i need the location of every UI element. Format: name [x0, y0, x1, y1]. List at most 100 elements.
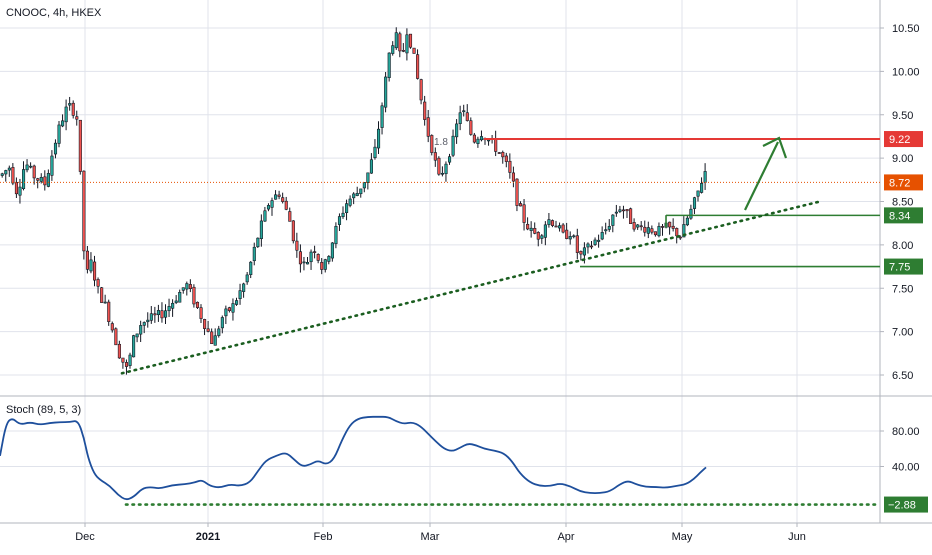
candle-142 [504, 152, 508, 168]
candle-78 [277, 190, 281, 200]
candle-97 [345, 199, 349, 221]
candle-body [536, 232, 540, 240]
candle-175 [621, 205, 626, 219]
candle-93 [330, 242, 334, 262]
candle-31 [110, 321, 114, 333]
candle-body [110, 323, 114, 331]
candle-67 [238, 283, 242, 305]
time-tick-label-0: Dec [75, 531, 95, 543]
candle-body [64, 106, 68, 123]
candle-body [643, 226, 647, 233]
candle-124 [440, 166, 445, 177]
candle-body [575, 235, 579, 253]
candle-body [43, 176, 47, 186]
candle-body [465, 112, 469, 121]
candle-46 [164, 304, 168, 325]
candle-65 [231, 298, 235, 321]
candle-body [124, 362, 129, 367]
candle-130 [462, 104, 466, 117]
candle-body [394, 32, 398, 49]
candle-171 [607, 219, 611, 232]
candle-36 [128, 352, 132, 369]
candle-121 [430, 134, 434, 156]
candle-body [416, 54, 420, 79]
candle-body [224, 308, 228, 317]
time-tick-label-4: Apr [557, 531, 574, 543]
candle-87 [309, 249, 313, 270]
candle-body [117, 343, 121, 359]
candle-body [614, 211, 618, 214]
candle-147 [522, 199, 526, 231]
candle-body [497, 152, 501, 154]
candle-66 [235, 297, 239, 306]
candle-body [671, 225, 675, 229]
candle-body [419, 79, 423, 101]
candle-86 [305, 256, 310, 265]
candle-103 [366, 172, 370, 190]
candle-body [18, 186, 22, 196]
candle-134 [476, 136, 480, 148]
candle-128 [455, 119, 459, 144]
price-badge-1: 8.72 [884, 174, 923, 191]
candle-body [334, 225, 338, 245]
candle-45 [160, 302, 164, 323]
candle-6 [21, 161, 26, 191]
candle-168 [597, 234, 601, 248]
candle-body [242, 283, 246, 292]
candle-57 [203, 318, 207, 336]
candle-body [586, 243, 590, 248]
price-tick-label-0: 10.50 [892, 23, 920, 35]
candle-37 [132, 334, 136, 358]
candle-body [565, 229, 569, 239]
candle-139 [494, 130, 498, 157]
candle-5 [18, 178, 22, 204]
candle-body [408, 33, 413, 48]
candle-body [320, 262, 324, 270]
candle-body [153, 313, 157, 316]
candle-body [398, 33, 402, 52]
stoch-badge-text: −2.88 [888, 500, 916, 512]
candle-body [621, 209, 626, 212]
candle-196 [696, 190, 700, 202]
candle-body [593, 239, 597, 245]
candle-3 [11, 163, 15, 186]
price-badge-bg [884, 174, 923, 191]
candle-body [366, 172, 370, 183]
candle-88 [313, 245, 317, 259]
candle-151 [536, 231, 540, 247]
candle-body [440, 172, 445, 175]
candle-body [504, 155, 508, 162]
candle-75 [266, 203, 271, 212]
candle-1 [4, 169, 8, 182]
candle-body [327, 256, 331, 262]
candle-body [600, 232, 604, 240]
candle-127 [451, 129, 455, 158]
candle-143 [508, 153, 512, 179]
candle-51 [181, 287, 185, 294]
candle-body [100, 287, 104, 303]
candle-116 [412, 47, 416, 54]
candle-101 [359, 188, 363, 198]
candle-108 [384, 71, 388, 113]
candle-158 [561, 223, 565, 234]
candle-body [149, 313, 153, 321]
candle-body [238, 290, 242, 300]
candle-body [188, 284, 192, 289]
candle-14 [50, 150, 54, 181]
candle-body [309, 251, 313, 263]
price-badge-text: 9.22 [889, 134, 910, 146]
candle-body [341, 212, 345, 217]
candle-body [128, 354, 132, 366]
candle-91 [323, 258, 327, 273]
candle-145 [515, 178, 519, 212]
candle-body [330, 242, 334, 259]
candle-189 [671, 218, 675, 232]
candle-176 [625, 209, 629, 219]
candle-146 [518, 201, 523, 207]
candle-106 [376, 121, 381, 155]
candle-body [401, 50, 405, 52]
candle-body [284, 200, 288, 210]
candle-179 [636, 224, 640, 230]
candle-body [295, 240, 299, 251]
candle-body [210, 331, 214, 344]
